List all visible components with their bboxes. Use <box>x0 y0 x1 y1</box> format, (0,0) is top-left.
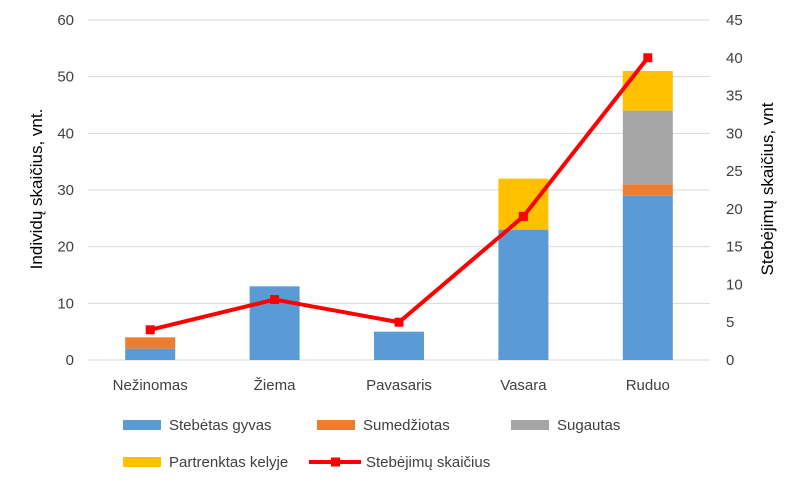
legend-item: Sugautas <box>511 417 620 434</box>
category-label: Nežinomas <box>113 377 188 394</box>
right-axis-title: Stebėjimų skaičius, vnt <box>758 102 777 275</box>
legend-marker <box>331 457 340 467</box>
left-tick-label: 0 <box>66 352 74 369</box>
legend: Stebėtas gyvas Sumedžiotas Sugautas Partren… <box>123 417 620 471</box>
gridlines <box>88 19 710 361</box>
line-point <box>145 325 155 335</box>
right-tick-label: 20 <box>726 201 743 218</box>
legend-item: Stebėjimų skaičius <box>309 454 490 471</box>
left-tick-label: 20 <box>57 239 74 256</box>
left-tick-label: 40 <box>57 125 74 142</box>
left-axis-title: Individų skaičius, vnt. <box>27 109 46 270</box>
category-label: Pavasaris <box>366 377 432 394</box>
legend-swatch <box>511 420 549 430</box>
legend-label: Stebėtas gyvas <box>169 417 272 434</box>
category-axis-labels: Nežinomas Žiema Pavasaris Vasara Ruduo <box>113 377 670 394</box>
right-axis-ticks: 0 5 10 15 20 25 30 35 40 45 <box>726 12 743 369</box>
bar-segment <box>498 229 549 360</box>
category-label: Ruduo <box>626 377 670 394</box>
line-point <box>518 211 528 221</box>
legend-item: Partrenktas kelyje <box>123 454 288 471</box>
right-tick-label: 5 <box>726 314 734 331</box>
bar-segment <box>622 184 673 196</box>
bar-segment <box>622 195 673 360</box>
right-tick-label: 35 <box>726 88 743 105</box>
bar-segment <box>125 348 176 360</box>
bar-segment <box>125 337 176 349</box>
line-layer <box>145 53 653 335</box>
legend-label: Partrenktas kelyje <box>169 454 288 471</box>
bar-segment <box>374 331 424 360</box>
right-tick-label: 30 <box>726 125 743 142</box>
right-tick-label: 45 <box>726 12 743 29</box>
line-point <box>394 317 404 327</box>
category-label: Žiema <box>254 377 296 394</box>
left-tick-label: 60 <box>57 12 74 29</box>
line-point <box>643 53 653 63</box>
right-tick-label: 25 <box>726 163 743 180</box>
left-tick-label: 50 <box>57 69 74 86</box>
legend-item: Sumedžiotas <box>317 417 450 434</box>
right-tick-label: 40 <box>726 50 743 67</box>
bar-segment <box>498 178 549 230</box>
legend-swatch <box>123 420 161 430</box>
right-tick-label: 0 <box>726 352 734 369</box>
bar-layer <box>125 71 673 360</box>
series-line <box>149 56 650 332</box>
bar-segment <box>622 110 673 185</box>
legend-swatch <box>123 457 161 467</box>
left-tick-label: 30 <box>57 182 74 199</box>
legend-label: Sumedžiotas <box>363 417 450 434</box>
line-point <box>270 295 280 305</box>
legend-item: Stebėtas gyvas <box>123 417 272 434</box>
left-axis-ticks: 0 10 20 30 40 50 60 <box>57 12 74 369</box>
legend-swatch <box>317 420 355 430</box>
legend-label: Stebėjimų skaičius <box>366 454 490 471</box>
left-tick-label: 10 <box>57 295 74 312</box>
category-label: Vasara <box>500 377 547 394</box>
right-tick-label: 15 <box>726 239 743 256</box>
right-tick-label: 10 <box>726 276 743 293</box>
legend-label: Sugautas <box>557 417 620 434</box>
